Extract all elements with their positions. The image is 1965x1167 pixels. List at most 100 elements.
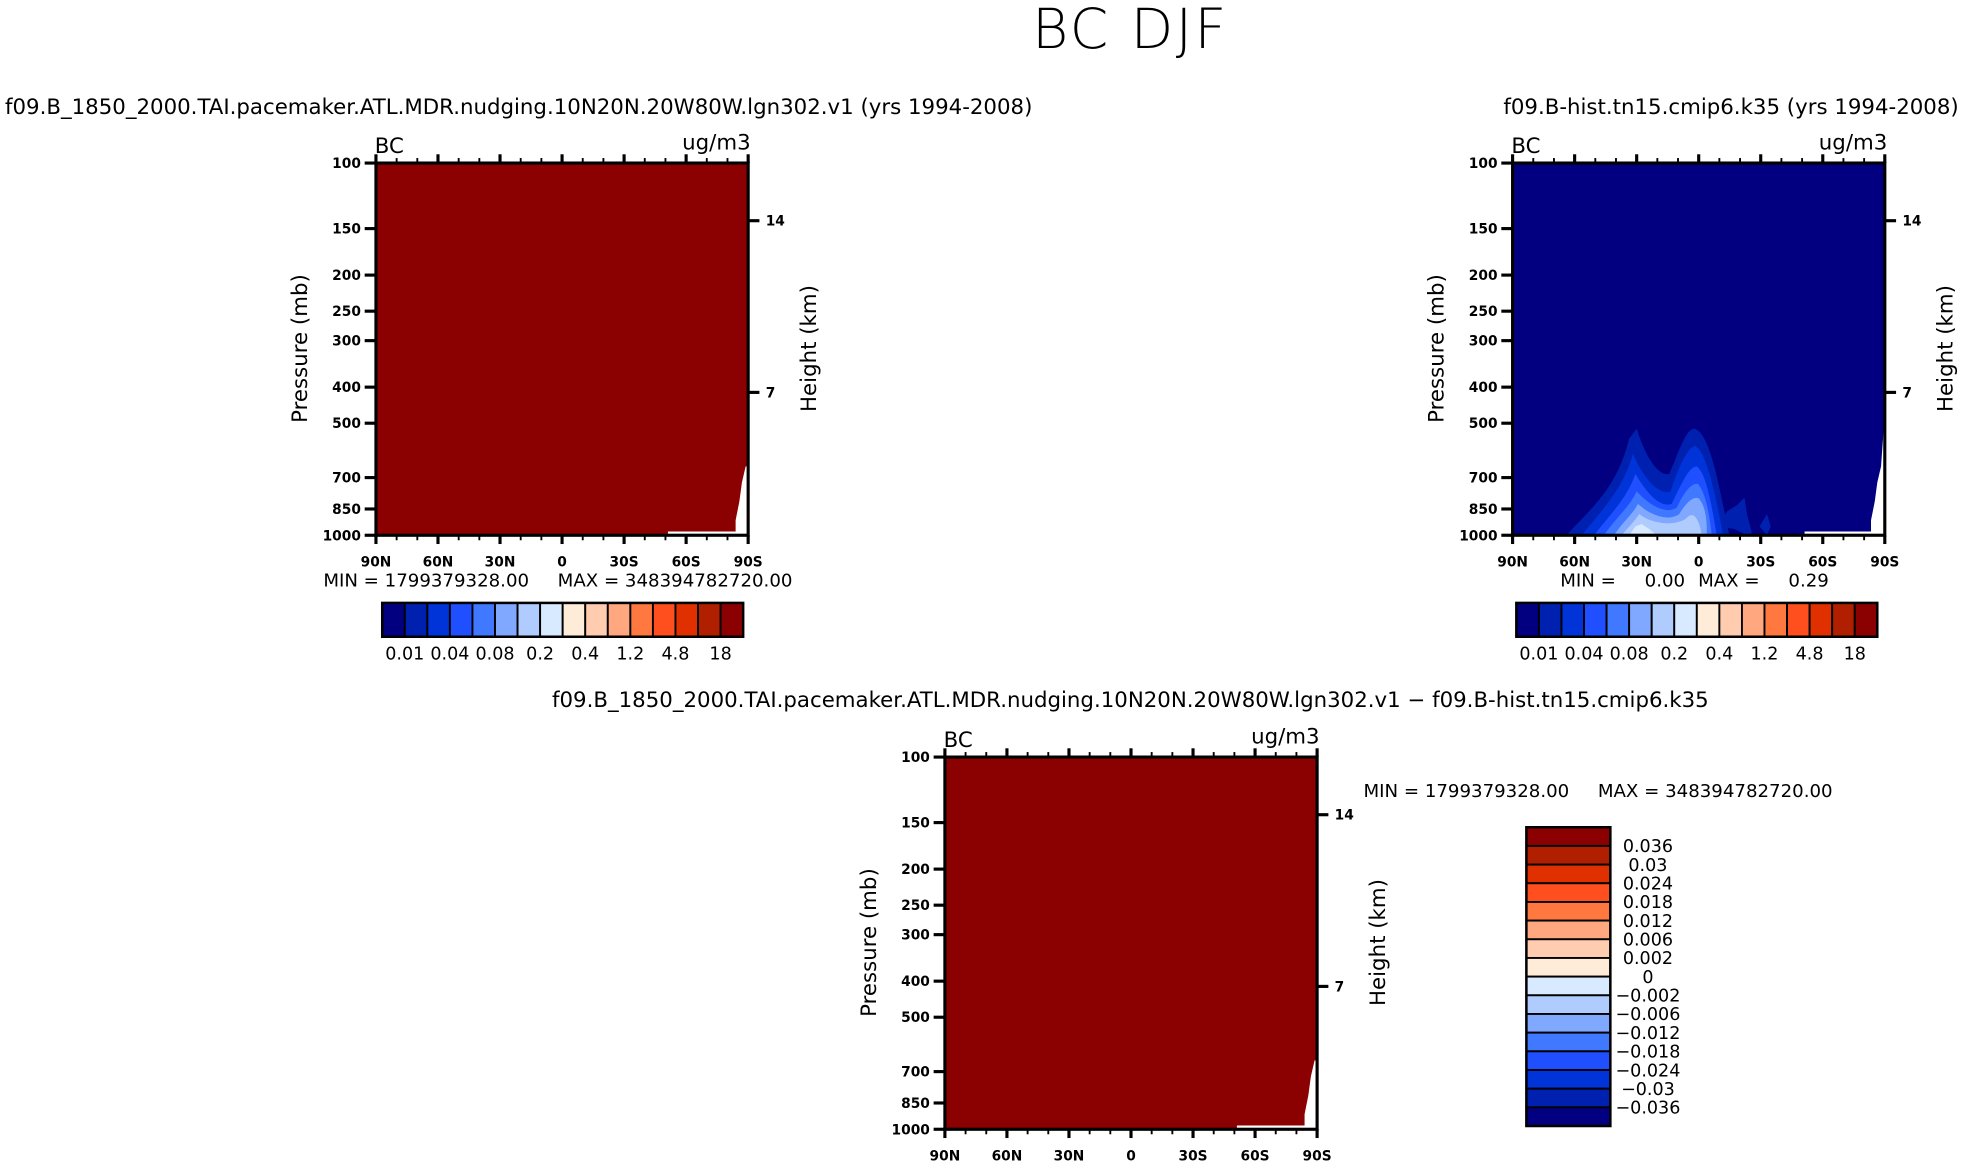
colorbar-label: −0.036 (1615, 1099, 1680, 1119)
colorbar-swatch (1808, 601, 1834, 638)
x-tick-label: 60S (672, 555, 701, 571)
colorbar-frame (380, 601, 745, 639)
y-axis-label: Pressure (mb) (288, 274, 313, 423)
y-tick-label: 300 (1469, 334, 1498, 350)
colorbar-label: −0.024 (1615, 1061, 1680, 1081)
colorbar-swatch (1525, 1013, 1612, 1034)
y-tick-label: 1000 (1459, 528, 1497, 544)
colorbar-swatch (1525, 994, 1612, 1015)
colorbar-label: −0.012 (1615, 1024, 1680, 1044)
y-tick-label: 100 (901, 750, 930, 766)
colorbar-label: 1.2 (616, 644, 644, 664)
y-tick-label: 850 (901, 1096, 930, 1112)
x-tick-label: 30N (485, 555, 516, 571)
min-value: MIN = 0.00 (1560, 571, 1685, 592)
colorbar-swatch (1525, 957, 1612, 978)
panel-2-title: f09.B-hist.tn15.cmip6.k35 (yrs 1994-2008… (1503, 95, 1958, 120)
y-tick-label: 850 (1469, 502, 1498, 518)
y2-tick-label: 14 (766, 214, 785, 230)
x-tick-label: 60S (1241, 1149, 1270, 1165)
colorbar-label: 0.08 (475, 644, 514, 664)
colorbar-swatch (1525, 938, 1612, 959)
colorbar-label: 4.8 (662, 644, 690, 664)
colorbar-label: 0.03 (1628, 856, 1667, 876)
y-tick-label: 1000 (323, 528, 361, 544)
colorbar-swatch (1515, 601, 1540, 638)
colorbar-label: −0.03 (1621, 1080, 1675, 1100)
y-tick-label: 500 (901, 1010, 930, 1026)
x-tick-label: 30N (1054, 1149, 1085, 1165)
colorbar-swatch (539, 601, 564, 638)
colorbar-label: 0.4 (1705, 644, 1733, 664)
colorbar-swatch (1525, 882, 1612, 903)
x-tick-label: 60S (1808, 555, 1837, 571)
colorbar-swatch (1525, 1106, 1612, 1127)
colorbar-label: 0.012 (1623, 912, 1673, 932)
y-tick-label: 250 (332, 304, 361, 320)
y-tick-label: 150 (901, 816, 930, 832)
colorbar-swatch (1673, 601, 1698, 638)
colorbar-swatch (1763, 601, 1788, 638)
y-tick-label: 700 (332, 471, 361, 487)
colorbar-swatch (516, 601, 542, 638)
panel-3-field (944, 757, 1318, 1130)
y-axis-label: Pressure (mb) (857, 868, 882, 1017)
variable-label: BC (375, 134, 404, 159)
colorbar-swatch (1740, 601, 1766, 638)
colorbar-swatch (1525, 1031, 1612, 1053)
y-axis-label: Pressure (mb) (1425, 274, 1450, 423)
max-value: MAX = 348394782720.00 (1598, 781, 1833, 802)
x-tick-label: 30N (1621, 555, 1652, 571)
colorbar-label: 0.018 (1623, 893, 1673, 913)
x-tick-label: 0 (1694, 555, 1704, 571)
colorbar-frame (1525, 825, 1612, 1128)
figure-title: BC DJF (1032, 0, 1229, 62)
colorbar-label: 0.01 (385, 644, 424, 664)
colorbar-swatch (697, 601, 722, 638)
colorbar-label: 4.8 (1796, 644, 1824, 664)
y-tick-label: 400 (332, 380, 361, 396)
x-tick-label: 90S (1870, 555, 1899, 571)
colorbar-label: −0.018 (1615, 1043, 1680, 1063)
panel-2-contours (1566, 428, 1771, 536)
y-tick-label: 150 (1469, 222, 1498, 238)
colorbar-label: 0.01 (1519, 644, 1558, 664)
colorbar-swatch (719, 601, 745, 638)
colorbar-swatch (1525, 900, 1612, 922)
colorbar-swatch (1831, 601, 1856, 638)
x-tick-label: 0 (1126, 1149, 1136, 1165)
y-tick-label: 150 (332, 222, 361, 238)
x-tick-label: 30S (1178, 1149, 1207, 1165)
colorbar-swatch (1560, 601, 1585, 638)
panel-2-missing-region (1804, 431, 1885, 536)
min-value: MIN = 1799379328.00 (323, 571, 529, 592)
units-label: ug/m3 (682, 130, 751, 155)
x-tick-label: 60N (423, 555, 454, 571)
panel-2: f09.B-hist.tn15.cmip6.k35 (yrs 1994-2008… (1425, 95, 1959, 664)
max-value: MAX = 348394782720.00 (558, 571, 793, 592)
variable-label: BC (944, 728, 973, 753)
panel-3: f09.B_1850_2000.TAI.pacemaker.ATL.MDR.nu… (552, 688, 1833, 1165)
colorbar-swatch (1525, 1050, 1612, 1071)
colorbar-swatch (494, 601, 519, 638)
units-label: ug/m3 (1819, 130, 1887, 155)
x-tick-label: 90S (1303, 1149, 1332, 1165)
x-tick-label: 90N (1497, 555, 1528, 571)
x-tick-label: 60N (992, 1149, 1023, 1165)
y2-axis-label: Height (km) (1366, 879, 1391, 1006)
colorbar-swatch (1525, 826, 1612, 847)
colorbar-label: 18 (1844, 644, 1866, 664)
colorbar-label: 0.2 (1660, 644, 1688, 664)
colorbar-label: 0 (1642, 968, 1653, 988)
panel-1: f09.B_1850_2000.TAI.pacemaker.ATL.MDR.nu… (5, 95, 1032, 664)
y-tick-label: 100 (1469, 156, 1498, 172)
x-tick-label: 90S (734, 555, 763, 571)
y-tick-label: 200 (1469, 268, 1498, 284)
y2-tick-label: 14 (1902, 214, 1921, 230)
y2-tick-label: 7 (1335, 979, 1345, 995)
units-label: ug/m3 (1251, 724, 1320, 749)
panel-3-missing-region (1236, 1060, 1318, 1130)
colorbar-label: 18 (709, 644, 731, 664)
colorbar-swatch (471, 601, 496, 638)
